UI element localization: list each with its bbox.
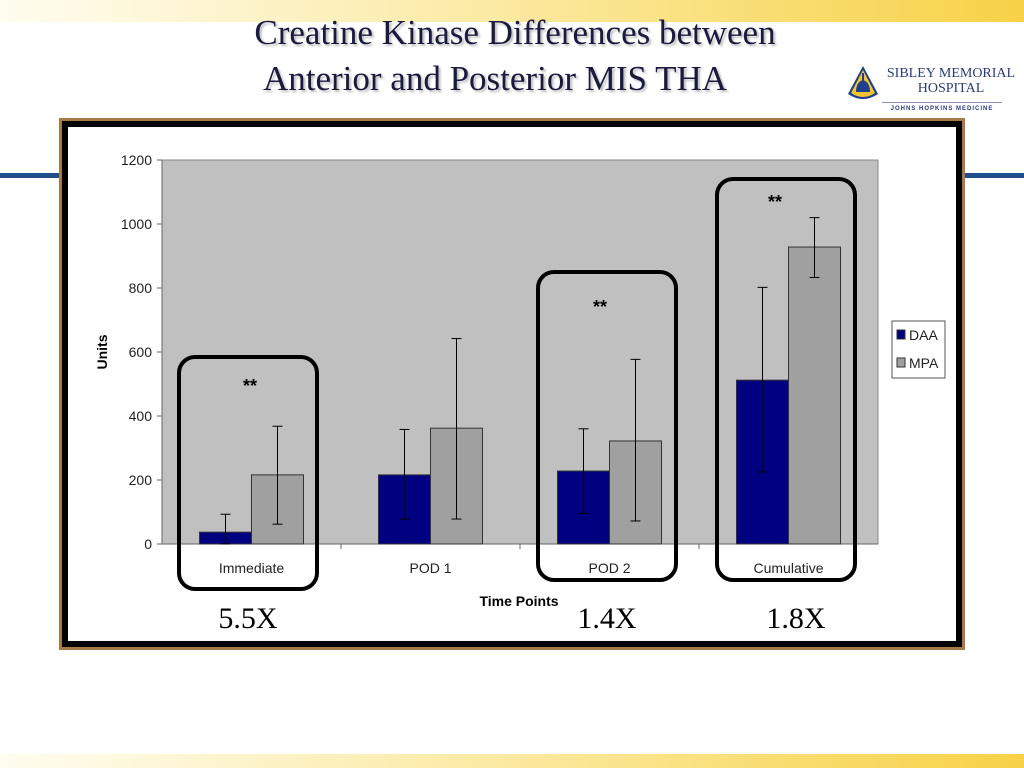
y-tick-label: 0 <box>144 536 152 552</box>
y-tick-label: 600 <box>129 344 153 360</box>
top-decor-band <box>0 0 1024 22</box>
legend-label: DAA <box>909 327 938 343</box>
x-tick-label: Cumulative <box>753 560 823 576</box>
x-tick-label: POD 2 <box>588 560 630 576</box>
x-tick-label: Immediate <box>219 560 285 576</box>
x-axis-label: Time Points <box>479 593 558 609</box>
left-accent-line <box>0 173 62 178</box>
logo-name-line2: HOSPITAL <box>917 81 985 96</box>
significance-marker: ** <box>768 192 782 212</box>
title-line-1: Creatine Kinase Differences between <box>254 13 776 52</box>
highlight-box <box>715 177 857 582</box>
y-tick-label: 1000 <box>121 216 152 232</box>
bottom-decor-band <box>0 754 1024 768</box>
hospital-logo: SIBLEY MEMORIAL HOSPITAL JOHNS HOPKINS M… <box>846 64 1022 116</box>
legend-label: MPA <box>909 355 939 371</box>
fold-change-label: 5.5X <box>218 602 278 635</box>
significance-marker: ** <box>593 297 607 317</box>
title-line-2: Anterior and Posterior MIS THA <box>262 59 728 98</box>
x-tick-label: POD 1 <box>409 560 451 576</box>
significance-marker: ** <box>243 376 257 396</box>
dome-shield-icon <box>848 66 878 99</box>
y-tick-label: 200 <box>129 472 153 488</box>
y-tick-label: 400 <box>129 408 153 424</box>
highlight-box <box>177 355 319 591</box>
y-tick-label: 800 <box>129 280 153 296</box>
fold-change-label: 1.4X <box>577 602 637 635</box>
logo-subtitle: JOHNS HOPKINS MEDICINE <box>882 102 1002 113</box>
bar-mpa-3 <box>788 246 841 545</box>
y-axis-label: Units <box>94 334 110 369</box>
fold-change-label: 1.8X <box>766 602 826 635</box>
legend-swatch-mpa <box>896 357 906 368</box>
legend-swatch-daa <box>896 329 906 340</box>
y-tick-label: 1200 <box>121 152 152 168</box>
highlight-box <box>536 270 678 582</box>
logo-name-line1: SIBLEY MEMORIAL <box>886 66 1016 81</box>
logo-name: SIBLEY MEMORIAL HOSPITAL <box>880 66 1022 96</box>
right-accent-line <box>964 173 1024 178</box>
slide-title: Creatine Kinase Differences between Ante… <box>200 10 940 102</box>
